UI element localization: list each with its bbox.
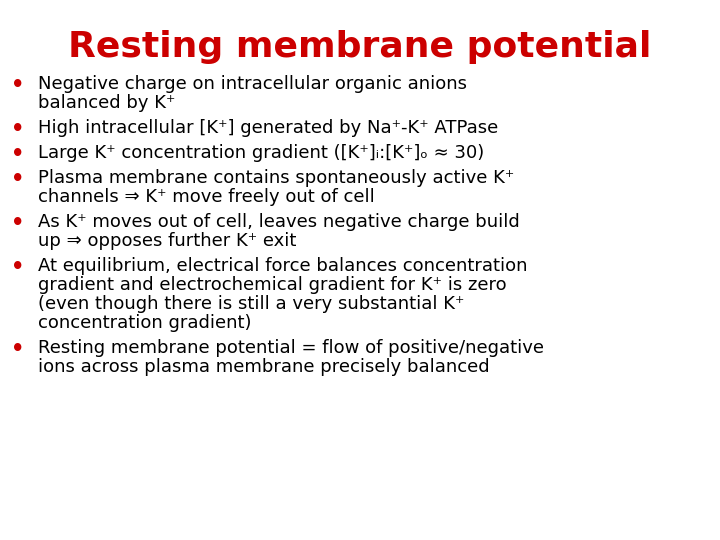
- Text: As K⁺ moves out of cell, leaves negative charge build: As K⁺ moves out of cell, leaves negative…: [38, 213, 520, 231]
- Text: up ⇒ opposes further K⁺ exit: up ⇒ opposes further K⁺ exit: [38, 232, 297, 250]
- Text: High intracellular [K⁺] generated by Na⁺-K⁺ ATPase: High intracellular [K⁺] generated by Na⁺…: [38, 119, 498, 137]
- Text: •: •: [12, 339, 24, 359]
- Text: •: •: [12, 75, 24, 95]
- Text: Negative charge on intracellular organic anions: Negative charge on intracellular organic…: [38, 75, 467, 93]
- Text: Resting membrane potential = flow of positive/negative: Resting membrane potential = flow of pos…: [38, 339, 544, 357]
- Text: concentration gradient): concentration gradient): [38, 314, 251, 332]
- Text: (even though there is still a very substantial K⁺: (even though there is still a very subst…: [38, 295, 464, 313]
- Text: Resting membrane potential: Resting membrane potential: [68, 30, 652, 64]
- Text: •: •: [12, 169, 24, 189]
- Text: balanced by K⁺: balanced by K⁺: [38, 94, 176, 112]
- Text: •: •: [12, 213, 24, 233]
- Text: •: •: [12, 119, 24, 139]
- Text: channels ⇒ K⁺ move freely out of cell: channels ⇒ K⁺ move freely out of cell: [38, 188, 374, 206]
- Text: At equilibrium, electrical force balances concentration: At equilibrium, electrical force balance…: [38, 257, 528, 275]
- Text: Plasma membrane contains spontaneously active K⁺: Plasma membrane contains spontaneously a…: [38, 169, 514, 187]
- Text: ions across plasma membrane precisely balanced: ions across plasma membrane precisely ba…: [38, 358, 490, 376]
- Text: •: •: [12, 144, 24, 164]
- Text: •: •: [12, 257, 24, 277]
- Text: gradient and electrochemical gradient for K⁺ is zero: gradient and electrochemical gradient fo…: [38, 276, 507, 294]
- Text: Large K⁺ concentration gradient ([K⁺]ᵢ:[K⁺]ₒ ≈ 30): Large K⁺ concentration gradient ([K⁺]ᵢ:[…: [38, 144, 485, 162]
